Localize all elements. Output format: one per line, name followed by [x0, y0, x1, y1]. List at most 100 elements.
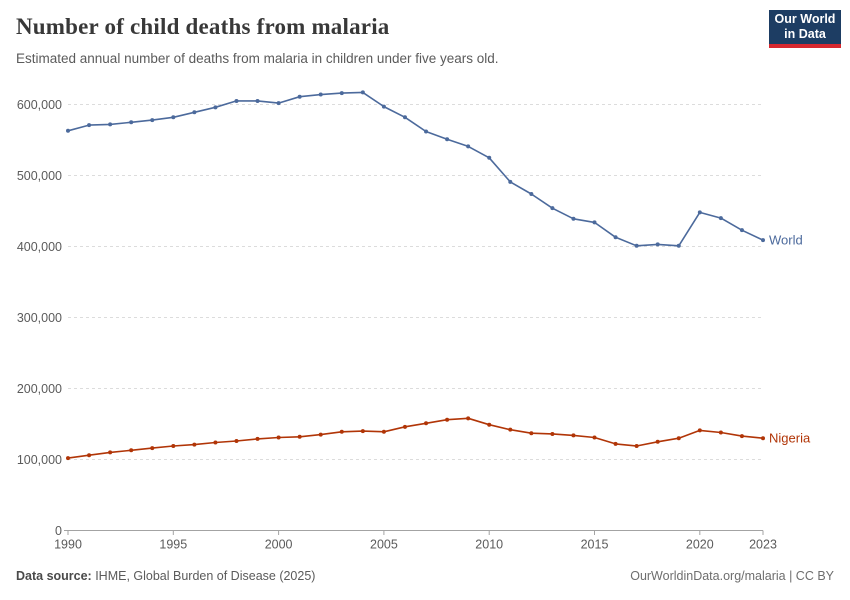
nigeria-data-point [466, 416, 471, 421]
nigeria-data-point [634, 444, 639, 449]
nigeria-data-point [339, 429, 344, 434]
world-data-point [613, 235, 618, 240]
y-tick-label: 0 [55, 524, 62, 538]
y-tick-label: 500,000 [17, 169, 62, 183]
world-line [67, 91, 764, 247]
data-source-value: IHME, Global Burden of Disease (2025) [91, 569, 316, 583]
y-tick-label: 100,000 [17, 453, 62, 467]
page-title: Number of child deaths from malaria [16, 14, 390, 39]
nigeria-data-point [402, 424, 407, 429]
nigeria-data-point [129, 448, 134, 453]
nigeria-data-point [87, 453, 92, 458]
data-source-note: Data source: IHME, Global Burden of Dise… [16, 569, 315, 583]
chart-subtitle: Estimated annual number of deaths from m… [16, 51, 499, 66]
nigeria-data-point [381, 429, 386, 434]
world-data-point [255, 98, 260, 103]
y-tick-label: 600,000 [17, 98, 62, 112]
nigeria-data-point [360, 429, 365, 434]
world-data-point [150, 118, 155, 123]
world-data-point [508, 179, 513, 184]
world-data-point [634, 243, 639, 248]
data-source-label: Data source: [16, 569, 92, 583]
world-data-point [381, 104, 386, 109]
nigeria-data-point [739, 434, 744, 439]
nigeria-data-point [761, 436, 765, 441]
nigeria-data-point [529, 431, 534, 436]
world-data-point [424, 129, 429, 134]
gridlines [64, 104, 763, 531]
nigeria-data-point [66, 456, 70, 461]
y-tick-label: 400,000 [17, 240, 62, 254]
x-tick-label: 1990 [54, 538, 82, 552]
world-data-point [129, 120, 134, 125]
nigeria-data-point [171, 444, 176, 449]
owid-logo[interactable]: Our World in Data [769, 10, 841, 48]
world-data-point [108, 122, 113, 127]
world-data-point [87, 123, 92, 128]
world-data-point [297, 94, 302, 99]
x-tick-label: 2000 [265, 538, 293, 552]
world-data-point [192, 110, 197, 115]
world-data-point [697, 210, 702, 215]
world-data-point [360, 90, 365, 95]
world-data-point [761, 238, 765, 243]
nigeria-data-point [613, 441, 618, 446]
nigeria-data-point [592, 435, 597, 440]
nigeria-data-point [234, 439, 239, 444]
world-data-point [718, 216, 723, 221]
world-data-point [655, 242, 660, 247]
world-data-point [402, 115, 407, 120]
world-data-point [487, 155, 492, 160]
world-data-point [739, 228, 744, 233]
nigeria-data-point [276, 435, 281, 440]
world-data-point [529, 191, 534, 196]
x-tick-label: 2020 [686, 538, 714, 552]
nigeria-series-label: Nigeria [769, 431, 811, 446]
x-tick-label: 1995 [159, 538, 187, 552]
nigeria-line-series: Nigeria [66, 416, 811, 461]
nigeria-data-point [150, 446, 155, 451]
y-tick-label: 300,000 [17, 311, 62, 325]
world-line-series: World [66, 90, 803, 248]
world-data-point [550, 206, 555, 211]
nigeria-data-point [297, 434, 302, 439]
world-data-point [318, 92, 323, 97]
nigeria-data-point [445, 417, 450, 422]
nigeria-data-point [318, 432, 323, 437]
x-axis-labels: 1990 1995 2000 2005 2010 2015 2020 2023 [54, 530, 777, 552]
nigeria-data-point [550, 431, 555, 436]
nigeria-data-point [487, 422, 492, 427]
world-data-point [445, 137, 450, 142]
owid-logo-line1: Our World [774, 11, 836, 26]
nigeria-data-point [213, 440, 218, 445]
nigeria-data-point [697, 428, 702, 433]
world-series-label: World [769, 233, 803, 248]
world-data-point [234, 98, 239, 103]
nigeria-data-point [508, 427, 513, 432]
x-tick-label: 2005 [370, 538, 398, 552]
world-data-point [66, 128, 70, 133]
nigeria-line [67, 417, 764, 459]
nigeria-data-point [192, 442, 197, 447]
world-data-point [171, 115, 176, 120]
world-data-point [676, 243, 681, 248]
x-tick-label: 2015 [581, 538, 609, 552]
y-tick-label: 200,000 [17, 382, 62, 396]
nigeria-data-point [655, 439, 660, 444]
nigeria-data-point [676, 436, 681, 441]
world-data-point [276, 101, 281, 106]
world-data-point [339, 91, 344, 96]
world-data-point [466, 144, 471, 149]
world-data-point [213, 105, 218, 110]
nigeria-data-point [424, 421, 429, 426]
nigeria-data-point [718, 430, 723, 435]
y-axis-labels: 600,000 500,000 400,000 300,000 200,000 100,0… [17, 98, 62, 538]
license-note: OurWorldinData.org/malaria | CC BY [630, 569, 834, 583]
x-tick-label: 2023 [749, 538, 777, 552]
nigeria-data-point [108, 450, 113, 455]
nigeria-data-point [571, 433, 576, 438]
world-data-point [571, 216, 576, 221]
owid-logo-line2: in Data [784, 27, 826, 41]
